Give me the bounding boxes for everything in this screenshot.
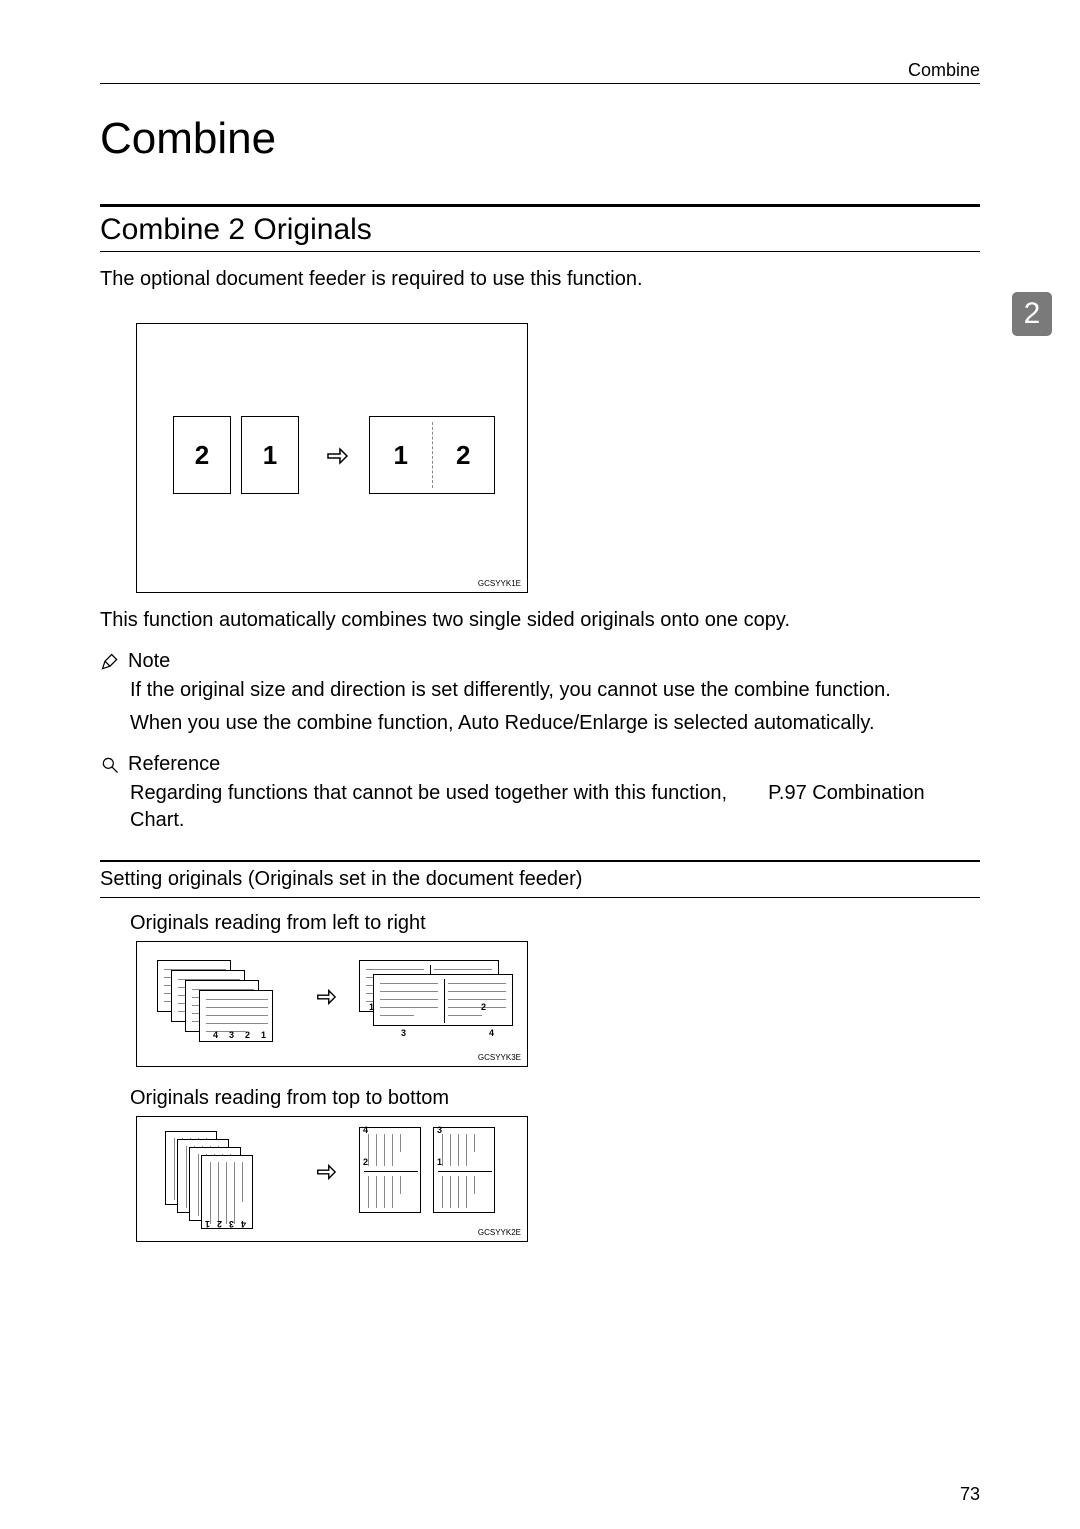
out-num-3: 3: [401, 1028, 406, 1038]
intro-text: The optional document feeder is required…: [100, 266, 980, 293]
stack-num-3: 3: [229, 1030, 234, 1040]
stack-num-2: 2: [245, 1030, 250, 1040]
sheet-label-2: 2: [195, 440, 209, 471]
stack-num-4: 4: [213, 1030, 218, 1040]
combine-diagram: 2 1 1 2 GCSYYK1E: [136, 323, 528, 593]
tout-n4: 4: [363, 1125, 368, 1135]
out-num-1: 1: [369, 1002, 374, 1012]
running-head: Combine: [100, 60, 980, 84]
tout-back-l: [359, 1127, 421, 1213]
tssheet-4: [201, 1155, 253, 1229]
tout-n1: 1: [437, 1157, 442, 1167]
arrow-icon-tb: [315, 1161, 337, 1189]
chapter-tab-number: 2: [1024, 297, 1041, 330]
original-sheet-1: 1: [241, 416, 299, 494]
note-label: Note: [128, 650, 170, 673]
stack-num-1: 1: [261, 1030, 266, 1040]
tstack-n2: 2: [217, 1219, 222, 1229]
tstack-n1: 1: [205, 1219, 210, 1229]
setting-originals-heading: Setting originals (Originals set in the …: [100, 860, 980, 898]
section-heading: Combine 2 Originals: [100, 213, 980, 247]
combined-label-1: 1: [394, 440, 408, 471]
out-num-2: 2: [481, 1002, 486, 1012]
section-rule-top: [100, 204, 980, 207]
pencil-icon: [100, 652, 120, 672]
arrow-icon: [325, 444, 349, 475]
row1-heading: Originals reading from left to right: [130, 912, 980, 935]
section-rule-bottom: [100, 251, 980, 252]
reference-text: Regarding functions that cannot be used …: [130, 780, 980, 834]
note-item-1: If the original size and direction is se…: [130, 677, 980, 704]
tout-n3: 3: [437, 1125, 442, 1135]
combined-half-1: 1: [370, 417, 432, 493]
running-head-text: Combine: [908, 60, 980, 80]
diagram-left-to-right: 4 3 2 1 1 2 3 4 GCSYYK3E: [136, 941, 528, 1067]
page-number: 73: [960, 1484, 980, 1505]
diagram-code-tb: GCSYYK2E: [478, 1228, 521, 1237]
combined-sheet: 1 2: [369, 416, 495, 494]
diagram-code-main: GCSYYK1E: [478, 579, 521, 588]
out-num-4: 4: [489, 1028, 494, 1038]
reference-body: Regarding functions that cannot be used …: [130, 782, 925, 831]
tstack-n3: 3: [229, 1219, 234, 1229]
row2-heading: Originals reading from top to bottom: [130, 1087, 980, 1110]
arrow-icon-lr: [315, 986, 337, 1014]
tout-back-r: [433, 1127, 495, 1213]
tout-n2: 2: [363, 1157, 368, 1167]
original-sheet-2: 2: [173, 416, 231, 494]
reference-heading-row: Reference: [100, 753, 980, 776]
tstack-n4: 4: [241, 1219, 246, 1229]
after-diagram-text: This function automatically combines two…: [100, 607, 980, 634]
combined-half-2: 2: [433, 417, 495, 493]
diagram-code-lr: GCSYYK3E: [478, 1053, 521, 1062]
note-heading-row: Note: [100, 650, 980, 673]
combined-label-2: 2: [456, 440, 470, 471]
note-item-2: When you use the combine function, Auto …: [130, 710, 980, 737]
chapter-tab: 2: [1012, 292, 1052, 336]
reference-label: Reference: [128, 753, 220, 776]
magnifier-icon: [100, 755, 120, 775]
out-sheet-front: [373, 974, 513, 1026]
sheet-label-1: 1: [263, 440, 277, 471]
diagram-top-to-bottom: 1 2 3 4 4 3 2 1 GCSYYK2E: [136, 1116, 528, 1242]
page-title: Combine: [100, 114, 980, 164]
